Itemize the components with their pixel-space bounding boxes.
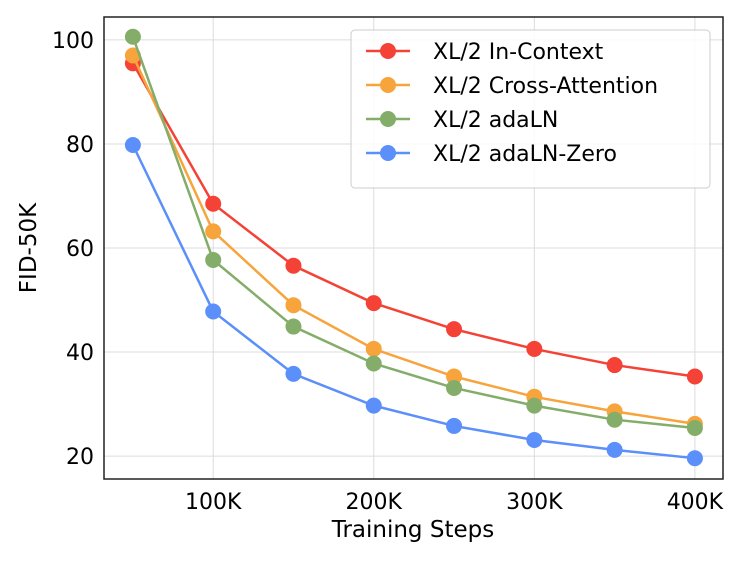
y-tick-label: 100 [52, 29, 94, 54]
data-point [526, 397, 543, 414]
data-point [446, 379, 463, 396]
tick-labels: 100K 200K 300K 400K 20 40 60 80 100 [52, 29, 724, 515]
legend-label: XL/2 In-Context [433, 40, 604, 65]
data-point [686, 368, 703, 385]
x-tick-label: 400K [667, 490, 724, 515]
data-point [365, 295, 382, 312]
data-point [606, 411, 623, 428]
x-tick-label: 200K [346, 490, 403, 515]
data-point [205, 195, 222, 212]
legend-marker [380, 77, 396, 93]
data-point [365, 340, 382, 357]
series-line [131, 144, 696, 460]
data-point [124, 136, 141, 153]
data-point [285, 318, 302, 335]
legend-marker [380, 43, 396, 59]
data-point [365, 397, 382, 414]
data-point [205, 303, 222, 320]
data-point [285, 365, 302, 382]
legend-marker [380, 145, 396, 161]
series-0 [124, 55, 703, 385]
x-tick-label: 100K [185, 490, 242, 515]
y-tick-label: 80 [66, 133, 94, 158]
data-point [205, 251, 222, 268]
data-point [446, 368, 463, 385]
series-lines [124, 28, 703, 467]
y-tick-label: 40 [66, 341, 94, 366]
data-point [526, 340, 543, 357]
data-point [606, 357, 623, 374]
y-tick-label: 60 [66, 237, 94, 262]
data-point [365, 355, 382, 372]
x-axis-label: Training Steps [331, 517, 494, 543]
series-2 [124, 28, 703, 437]
legend-marker [380, 111, 396, 127]
legend: XL/2 In-Context XL/2 Cross-Attention XL/2 … [350, 29, 711, 189]
y-axis-label: FID-50K [16, 202, 42, 293]
series-line [131, 62, 696, 378]
data-point [686, 450, 703, 467]
data-point [205, 223, 222, 240]
series-line [131, 54, 696, 426]
data-point [446, 417, 463, 434]
data-point [285, 297, 302, 314]
series-1 [124, 47, 703, 432]
data-point [606, 441, 623, 458]
series-line [131, 36, 696, 430]
legend-label: XL/2 Cross-Attention [433, 74, 658, 99]
data-point [686, 420, 703, 437]
data-point [446, 321, 463, 338]
legend-label: XL/2 adaLN [433, 108, 558, 133]
data-point [285, 257, 302, 274]
plot-frame [103, 16, 724, 480]
legend-box [350, 29, 711, 189]
data-point [526, 431, 543, 448]
x-tick-label: 300K [506, 490, 563, 515]
series-3 [124, 136, 703, 467]
y-tick-label: 20 [66, 445, 94, 470]
data-point [124, 28, 141, 45]
legend-label: XL/2 adaLN-Zero [433, 142, 617, 167]
